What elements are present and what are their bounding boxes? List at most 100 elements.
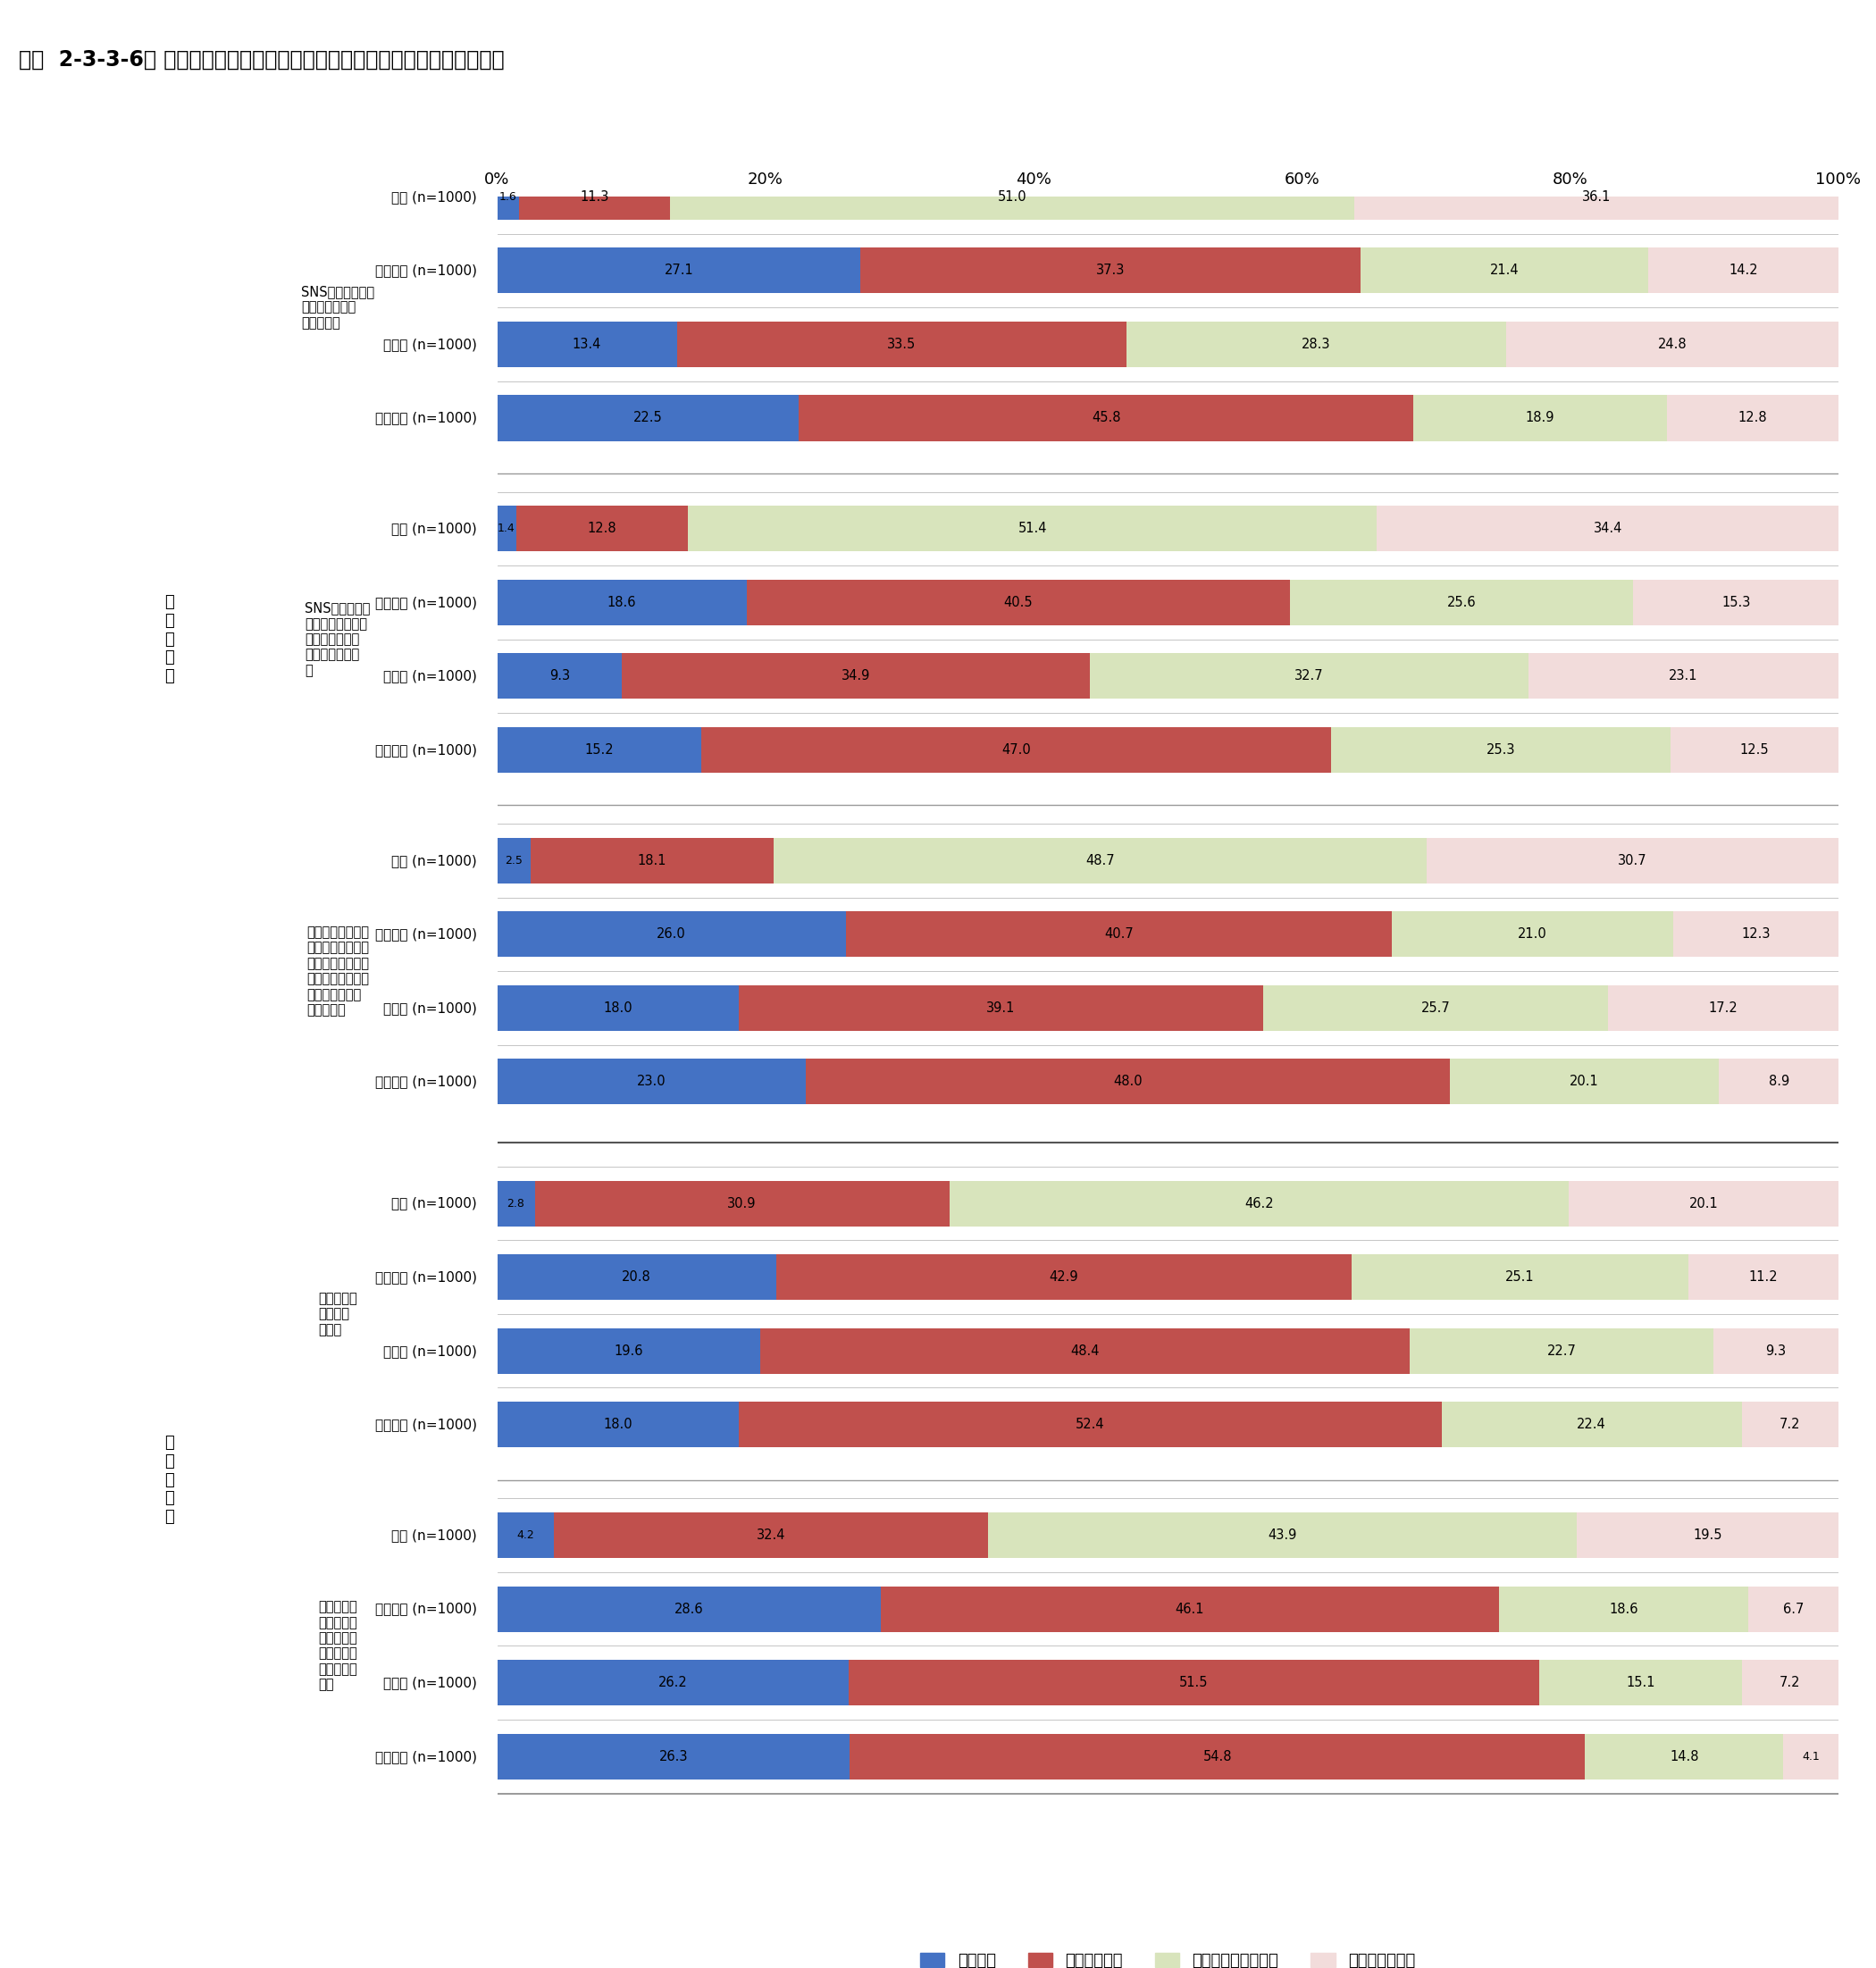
Text: 40.5: 40.5 [1004,596,1034,608]
Bar [1090,653,1529,699]
Text: 45.8: 45.8 [1092,411,1120,425]
Bar [497,1181,535,1226]
Text: 1.6: 1.6 [499,191,516,203]
Text: 22.5: 22.5 [634,411,662,425]
Text: 15.3: 15.3 [1722,596,1750,608]
Text: 28.3: 28.3 [1302,338,1330,350]
Bar [1715,1328,1838,1374]
Bar [553,1511,989,1559]
Bar [497,1328,760,1374]
Text: 18.0: 18.0 [604,1419,632,1431]
Text: 2.5: 2.5 [505,854,523,866]
Bar [805,1059,1450,1104]
Bar [497,1254,777,1301]
Text: 18.6: 18.6 [608,596,636,608]
Text: 30.7: 30.7 [1617,854,1647,868]
Bar [1291,579,1634,626]
Bar [1743,1401,1838,1448]
Bar [497,911,846,956]
Text: 9.3: 9.3 [550,669,570,683]
Text: 27.1: 27.1 [664,264,694,277]
Text: 2.8: 2.8 [507,1199,525,1208]
Bar [1354,173,1838,220]
Bar [1377,506,1838,551]
Bar [1608,986,1838,1031]
Bar [1529,653,1838,699]
Text: 21.0: 21.0 [1518,927,1548,941]
Text: 54.8: 54.8 [1203,1750,1233,1763]
Text: 33.5: 33.5 [887,338,915,350]
Text: 48.4: 48.4 [1069,1344,1099,1358]
Bar [773,838,1426,884]
Text: オ
フ
ラ
イ
ン: オ フ ラ イ ン [163,1435,174,1525]
Bar [1688,1254,1838,1301]
Bar [1351,1254,1688,1301]
Bar [1568,1181,1838,1226]
Bar [497,653,621,699]
Text: 32.7: 32.7 [1294,669,1324,683]
Bar [497,838,531,884]
Text: 7.2: 7.2 [1780,1677,1801,1689]
Bar [1673,911,1838,956]
Bar [497,321,677,368]
Bar [670,173,1354,220]
Text: 43.9: 43.9 [1268,1529,1296,1543]
Bar [1672,726,1838,773]
Bar [1392,911,1673,956]
Text: 日本 (n=1000): 日本 (n=1000) [392,1529,477,1543]
Text: イギリス (n=1000): イギリス (n=1000) [375,1419,477,1431]
Text: 26.0: 26.0 [657,927,687,941]
Text: 21.4: 21.4 [1490,264,1520,277]
Text: 42.9: 42.9 [1049,1271,1079,1283]
Bar [989,1511,1578,1559]
Text: アメリカ (n=1000): アメリカ (n=1000) [375,1271,477,1283]
Text: 自分は信頼
できる人と
信頼できな
い人を見分
ける自信が
ある: 自分は信頼 できる人と 信頼できな い人を見分 ける自信が ある [319,1600,356,1691]
Bar [739,986,1263,1031]
Bar [1413,396,1666,441]
Text: 14.2: 14.2 [1728,264,1758,277]
Text: アメリカ (n=1000): アメリカ (n=1000) [375,596,477,608]
Text: 46.2: 46.2 [1244,1197,1274,1210]
Text: 26.2: 26.2 [658,1677,687,1689]
Text: 25.3: 25.3 [1486,744,1516,756]
Text: 22.4: 22.4 [1578,1419,1606,1431]
Text: 12.3: 12.3 [1741,927,1771,941]
Text: SNSで知り合う人
達のほとんどは
信頼できる: SNSで知り合う人 達のほとんどは 信頼できる [300,285,375,331]
Text: 8.9: 8.9 [1769,1075,1790,1088]
Bar [747,579,1291,626]
Bar [1263,986,1608,1031]
Bar [739,1401,1441,1448]
Text: 25.1: 25.1 [1505,1271,1535,1283]
Bar [1540,1659,1743,1706]
Bar [777,1254,1351,1301]
Bar [1126,321,1506,368]
Bar [535,1181,949,1226]
Bar [1332,726,1672,773]
Text: 23.1: 23.1 [1670,669,1698,683]
Text: 18.1: 18.1 [638,854,666,868]
Text: アメリカ (n=1000): アメリカ (n=1000) [375,1602,477,1616]
Bar [760,1328,1409,1374]
Bar [497,396,799,441]
Bar [880,1586,1499,1631]
Text: 11.2: 11.2 [1748,1271,1778,1283]
Bar [949,1181,1568,1226]
Bar [497,579,747,626]
Text: 17.2: 17.2 [1709,1002,1737,1015]
Text: 51.5: 51.5 [1180,1677,1208,1689]
Bar [497,1586,880,1631]
Bar [497,1401,739,1448]
Bar [1450,1059,1718,1104]
Text: 18.6: 18.6 [1610,1602,1638,1616]
Text: 25.6: 25.6 [1446,596,1476,608]
Text: ドイツ (n=1000): ドイツ (n=1000) [383,669,477,683]
Bar [497,986,739,1031]
Text: 48.0: 48.0 [1112,1075,1142,1088]
Text: イギリス (n=1000): イギリス (n=1000) [375,744,477,756]
Text: 14.8: 14.8 [1670,1750,1700,1763]
Bar [497,506,516,551]
Bar [1506,321,1838,368]
Bar [497,1734,850,1779]
Bar [848,1659,1540,1706]
Bar [1634,579,1838,626]
